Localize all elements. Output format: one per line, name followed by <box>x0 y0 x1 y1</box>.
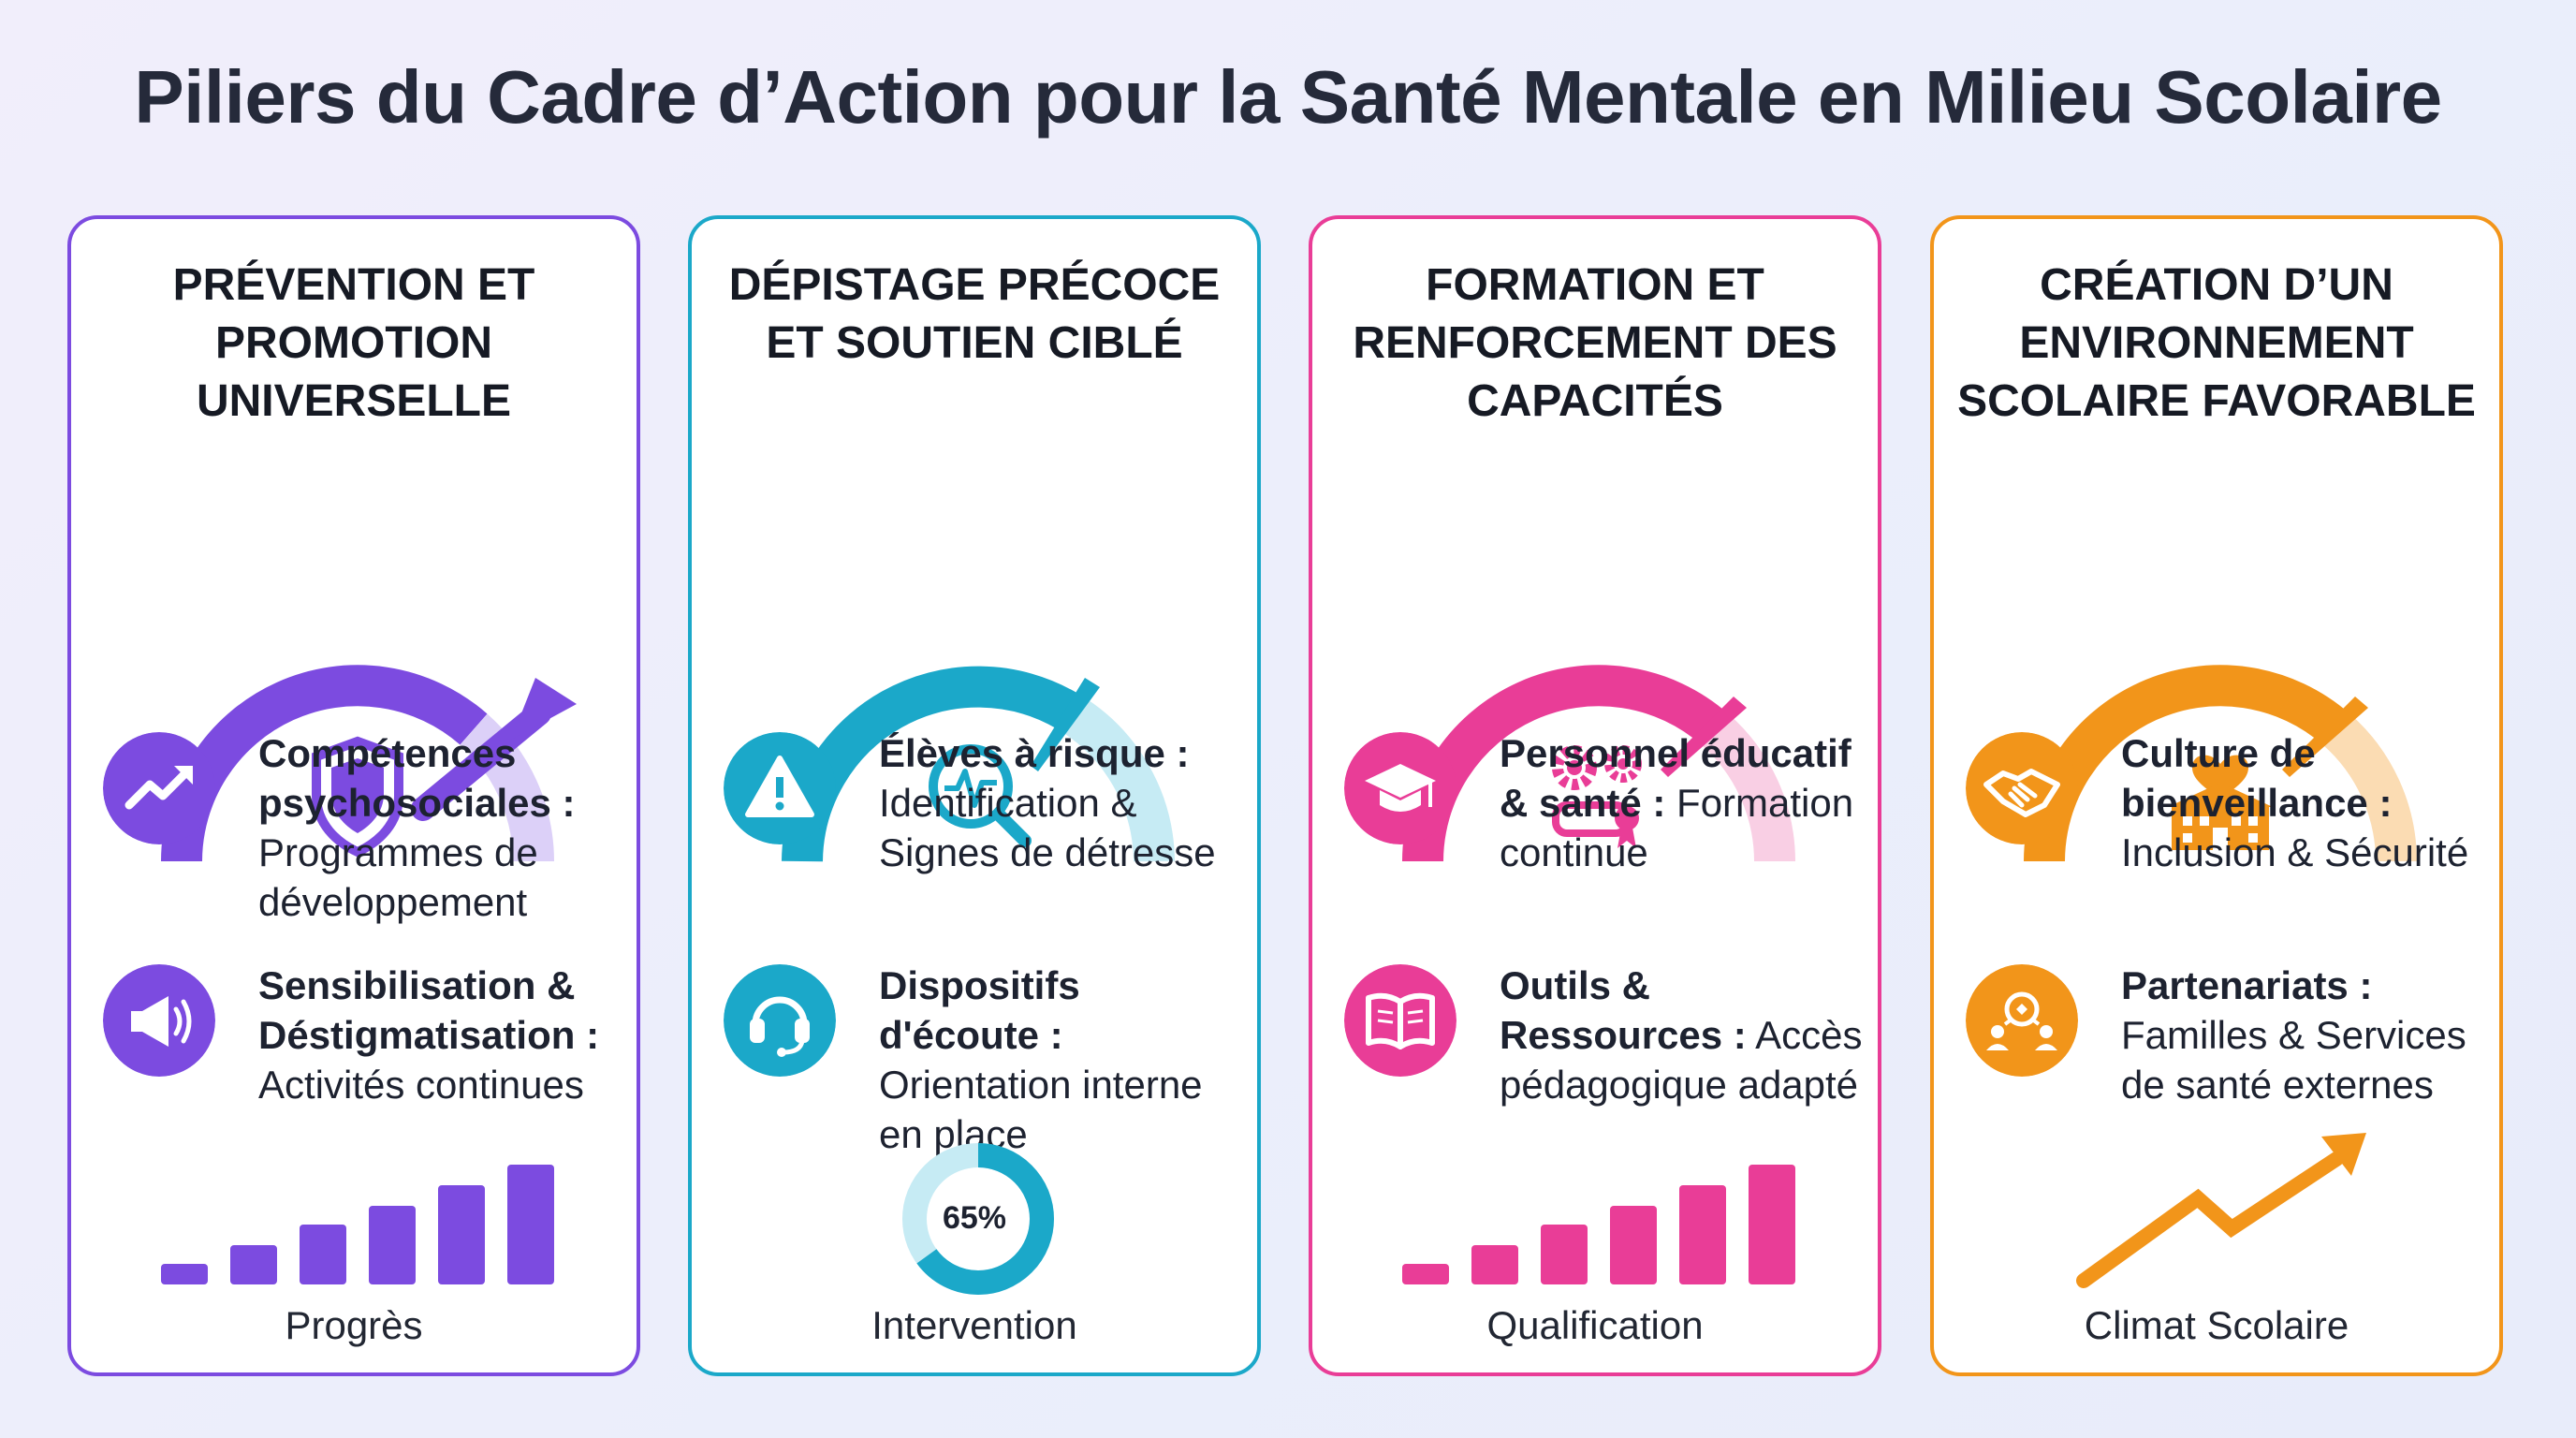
gauge-needle <box>1031 678 1100 771</box>
item-text: Formation continue <box>1500 781 1854 874</box>
item-text: Familles & Services de santé externes <box>2121 1013 2466 1107</box>
pillar-title-line: SCOLAIRE FAVORABLE <box>1957 376 2476 426</box>
pillar-item: Outils & Ressources : Accès pédagogique … <box>1339 963 1868 1180</box>
pillar-title: FORMATION ET RENFORCEMENT DES CAPACITÉS <box>1322 257 1868 431</box>
handshake-icon <box>1966 732 2078 844</box>
pillar-card-formation: FORMATION ET RENFORCEMENT DES CAPACITÉS <box>1309 215 1881 1376</box>
pillar-title-line: UNIVERSELLE <box>196 376 512 426</box>
item-text: Identification & Signes de détresse <box>879 781 1216 874</box>
pillar-card-environnement: CRÉATION D’UN ENVIRONNEMENT SCOLAIRE FAV… <box>1930 215 2503 1376</box>
item-text: Activités continues <box>258 1063 584 1107</box>
item-heading: Compétences psychosociales : <box>258 731 576 825</box>
megaphone-icon <box>103 964 215 1077</box>
item-heading: Culture de bienveillance : <box>2121 731 2393 825</box>
trend-up-arrow-icon <box>411 678 577 821</box>
item-text: Orientation interne en place <box>879 1063 1203 1156</box>
pillar-title-line: CAPACITÉS <box>1467 376 1723 426</box>
pillar-title-line: ET SOUTIEN CIBLÉ <box>766 318 1183 368</box>
pillar-title-line: RENFORCEMENT DES <box>1353 318 1837 368</box>
pillar-item: Personnel éducatif & santé : Formation c… <box>1339 731 1868 947</box>
pillar-title: DÉPISTAGE PRÉCOCE ET SOUTIEN CIBLÉ <box>701 257 1248 373</box>
pillar-title-line: ENVIRONNEMENT <box>2019 318 2414 368</box>
magnifier-pulse-icon <box>929 744 1032 847</box>
footer-label: Progrès <box>285 1303 423 1347</box>
pillar-card-depistage: DÉPISTAGE PRÉCOCE ET SOUTIEN CIBLÉ Élève… <box>688 215 1261 1376</box>
pillar-title-line: CRÉATION D’UN <box>2040 260 2393 310</box>
item-heading: Dispositifs d'écoute : <box>879 963 1080 1057</box>
footer-label: Intervention <box>871 1303 1077 1347</box>
pillar-item: Partenariats : Familles & Services de sa… <box>1960 963 2490 1180</box>
item-heading: Partenariats : <box>2121 963 2373 1007</box>
warning-icon <box>724 732 836 844</box>
gears-diploma-icon <box>1552 745 1642 848</box>
donut-value: 65% <box>942 1200 1007 1236</box>
pillar-item: Élèves à risque : Identification & Signe… <box>718 731 1248 947</box>
gauge-needle <box>1661 697 1747 777</box>
footer-label: Climat Scolaire <box>2084 1303 2349 1347</box>
item-text: Accès pédagogique adapté <box>1500 1013 1863 1107</box>
network-people-icon <box>1966 964 2078 1077</box>
item-heading: Élèves à risque : <box>879 731 1190 775</box>
pillar-title-line: DÉPISTAGE PRÉCOCE <box>728 260 1221 310</box>
trending-up-icon <box>103 732 215 844</box>
pillar-title-line: PRÉVENTION ET <box>172 260 535 310</box>
pillar-item: Culture de bienveillance : Inclusion & S… <box>1960 731 2490 947</box>
shield-icon <box>312 736 403 858</box>
item-heading: Sensibilisation & Déstigmatisation : <box>258 963 600 1057</box>
item-heading: Outils & Ressources : <box>1500 963 1747 1057</box>
pillar-item: Dispositifs d'écoute : Orientation inter… <box>718 963 1248 1180</box>
gauge-needle <box>2282 697 2368 777</box>
headset-icon <box>724 964 836 1077</box>
school-heart-icon <box>2168 755 2273 850</box>
pillar-title-line: FORMATION ET <box>1426 260 1764 310</box>
footer-label: Qualification <box>1486 1303 1704 1347</box>
pillar-item: Compétences psychosociales : Programmes … <box>97 731 627 947</box>
pillar-title-line: PROMOTION <box>215 318 492 368</box>
pillar-title: PRÉVENTION ET PROMOTION UNIVERSELLE <box>80 257 627 431</box>
page-title: Piliers du Cadre d’Action pour la Santé … <box>134 55 2442 139</box>
item-heading: Personnel éducatif & santé : <box>1500 731 1852 825</box>
graduation-cap-icon <box>1344 732 1456 844</box>
item-text: Programmes de développement <box>258 830 538 924</box>
book-icon <box>1344 964 1456 1077</box>
pillar-title: CRÉATION D’UN ENVIRONNEMENT SCOLAIRE FAV… <box>1943 257 2490 431</box>
item-text: Inclusion & Sécurité <box>2121 830 2469 874</box>
pillar-card-prevention: PRÉVENTION ET PROMOTION UNIVERSELLE Comp… <box>67 215 640 1376</box>
pillar-item: Sensibilisation & Déstigmatisation : Act… <box>97 963 627 1180</box>
